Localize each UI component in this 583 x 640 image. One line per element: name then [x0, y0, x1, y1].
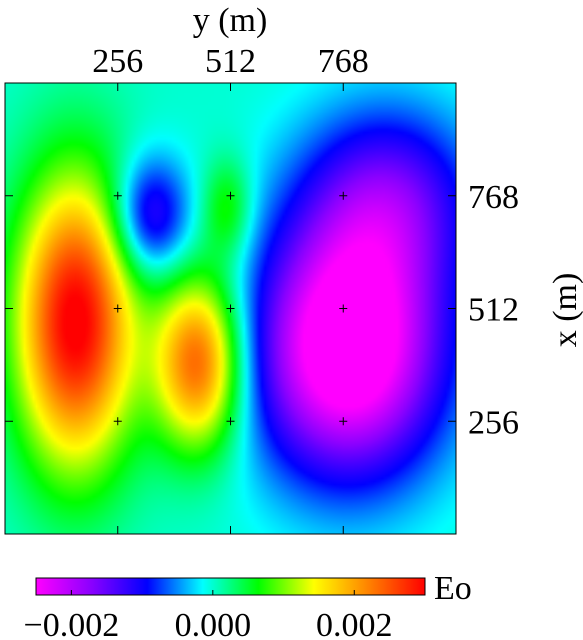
plot-area: [4, 82, 457, 535]
station-marker: [113, 417, 122, 426]
station-marker: [113, 304, 122, 313]
y-tick-label: 768: [468, 179, 519, 216]
colorbar-label: Eo: [434, 570, 472, 607]
x-axis-label: y (m): [193, 2, 268, 39]
station-marker: [113, 191, 122, 200]
colorbar-tick-label: 0.002: [316, 607, 393, 640]
y-axis-right: 256 512 768: [5, 179, 519, 441]
station-marker: [226, 191, 235, 200]
colorbar-tick-label: −0.002: [24, 607, 120, 640]
colorbar-tick-label: 0.000: [175, 607, 252, 640]
station-marker: [339, 191, 348, 200]
y-axis-label: x (m): [547, 273, 583, 348]
colorbar-ticks: −0.002 0.000 0.002: [24, 590, 393, 640]
station-marker: [226, 417, 235, 426]
station-marker: [226, 304, 235, 313]
x-tick-label: 256: [92, 43, 143, 80]
y-tick-label: 512: [468, 292, 519, 329]
x-tick-label: 768: [318, 43, 369, 80]
x-axis-top: 256 512 768: [92, 43, 369, 534]
station-markers: [113, 191, 348, 426]
colorbar-gradient: [35, 577, 426, 596]
station-marker: [339, 417, 348, 426]
station-marker: [339, 304, 348, 313]
y-tick-label: 256: [468, 404, 519, 441]
colorbar: −0.002 0.000 0.002 Eo: [24, 570, 472, 640]
x-tick-label: 512: [205, 43, 256, 80]
